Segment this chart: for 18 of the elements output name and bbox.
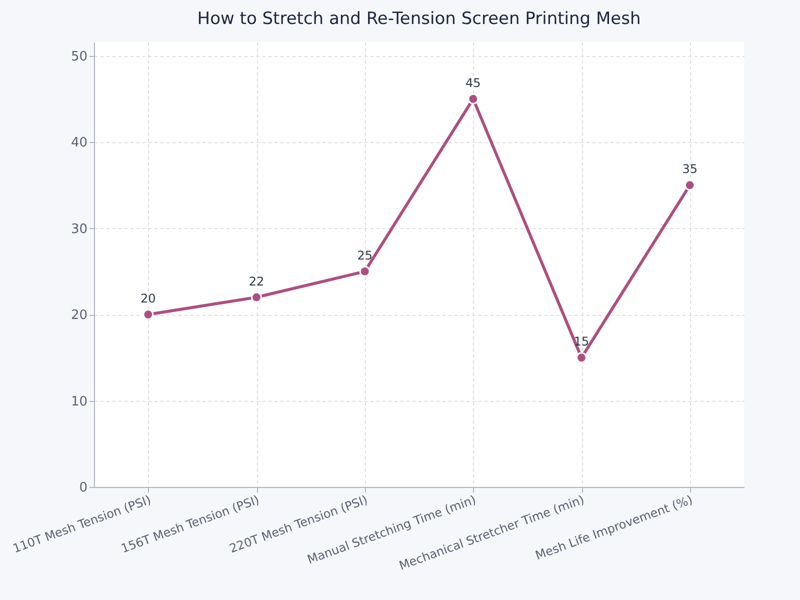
- data-label: 22: [248, 274, 264, 288]
- point: [684, 180, 696, 191]
- point: [142, 309, 154, 320]
- point: [468, 93, 479, 104]
- data-label: 25: [357, 248, 372, 262]
- point: [576, 352, 587, 364]
- y-tick-label: 40: [70, 136, 88, 151]
- point: [251, 292, 262, 303]
- point: [359, 266, 370, 277]
- chart-title: How to Stretch and Re-Tension Screen Printing Mesh: [197, 9, 641, 29]
- y-tick-label: 20: [70, 308, 88, 324]
- data-label: 20: [140, 292, 156, 306]
- y-tick-label: 10: [70, 394, 88, 410]
- y-tick-label: 50: [70, 49, 88, 64]
- data-label: 45: [466, 76, 481, 90]
- data-label: 35: [682, 162, 698, 176]
- y-tick-label: 0: [79, 480, 88, 496]
- y-tick-label: 30: [70, 222, 88, 237]
